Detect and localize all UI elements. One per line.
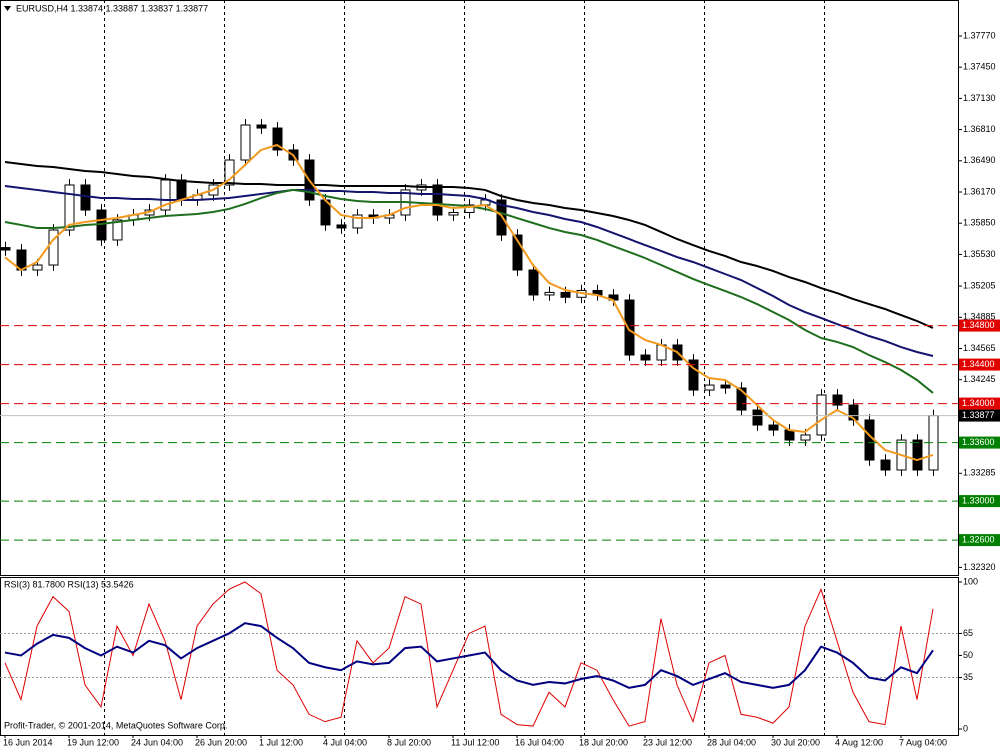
candle-body bbox=[560, 291, 571, 298]
level-label: 1.33600 bbox=[962, 437, 995, 447]
y-tick-label: 65 bbox=[963, 628, 973, 638]
candle-body bbox=[112, 219, 123, 241]
candle-body bbox=[432, 184, 443, 216]
level-label-box bbox=[959, 358, 1000, 371]
y-tick-label: 1.36810 bbox=[963, 124, 996, 134]
x-tick-label: 4 Aug 12:00 bbox=[835, 737, 883, 747]
candle-body bbox=[32, 264, 43, 271]
copyright: Profit-Trader, © 2001-2014, MetaQuotes S… bbox=[4, 720, 227, 730]
y-tick-label: 1.35850 bbox=[963, 218, 996, 228]
y-tick-label: 100 bbox=[963, 576, 978, 586]
x-tick-label: 23 Jul 12:00 bbox=[643, 737, 692, 747]
main-pane-border bbox=[0, 0, 959, 576]
candle-body bbox=[816, 394, 827, 436]
level-label-box bbox=[959, 534, 1000, 547]
level-label: 1.34800 bbox=[962, 320, 995, 330]
level-label-box bbox=[959, 319, 1000, 332]
x-tick-label: 30 Jul 20:00 bbox=[771, 737, 820, 747]
y-tick-label: 1.37770 bbox=[963, 30, 996, 40]
candle-body bbox=[736, 387, 747, 411]
y-tick-label: 35 bbox=[963, 672, 973, 682]
candle-body bbox=[224, 159, 235, 186]
rsi-pane-border bbox=[0, 577, 959, 736]
moving-average bbox=[4, 160, 934, 329]
rsi-line bbox=[4, 622, 934, 689]
x-tick-label: 19 Jun 12:00 bbox=[67, 737, 119, 747]
y-tick-label: 1.34885 bbox=[963, 312, 996, 322]
candle-body bbox=[176, 179, 187, 201]
y-tick-label: 1.33285 bbox=[963, 468, 996, 478]
level-label-box bbox=[959, 495, 1000, 508]
title-icon bbox=[4, 6, 11, 11]
y-tick-label: 1.35205 bbox=[963, 280, 996, 290]
x-tick-label: 24 Jun 04:00 bbox=[131, 737, 183, 747]
level-label-box bbox=[959, 436, 1000, 449]
candle-body bbox=[272, 127, 283, 151]
y-tick-label: 1.36490 bbox=[963, 155, 996, 165]
candle-body bbox=[688, 359, 699, 391]
candle-body bbox=[48, 229, 59, 266]
x-tick-label: 28 Jul 04:00 bbox=[707, 737, 756, 747]
candle-body bbox=[880, 459, 891, 471]
y-tick-label: 1.35530 bbox=[963, 249, 996, 259]
moving-average bbox=[4, 143, 934, 462]
y-tick-label: 0 bbox=[963, 723, 968, 733]
candle-body bbox=[800, 434, 811, 441]
candle-body bbox=[240, 124, 251, 161]
level-label: 1.32600 bbox=[962, 534, 995, 544]
x-tick-label: 16 Jun 2014 bbox=[3, 737, 53, 747]
x-tick-label: 8 Jul 20:00 bbox=[387, 737, 431, 747]
level-label: 1.34000 bbox=[962, 398, 995, 408]
candle-body bbox=[784, 429, 795, 441]
candle-body bbox=[704, 384, 715, 391]
candle-body bbox=[0, 247, 11, 251]
candle-body bbox=[720, 384, 731, 389]
candle-body bbox=[528, 269, 539, 296]
chart-title: EURUSD,H4 1.33874 1.33887 1.33837 1.3387… bbox=[16, 3, 208, 13]
y-tick-label: 1.32320 bbox=[963, 562, 996, 572]
candle-body bbox=[448, 211, 459, 216]
x-tick-label: 16 Jul 04:00 bbox=[515, 737, 564, 747]
candle-body bbox=[832, 394, 843, 406]
candle-body bbox=[256, 124, 267, 129]
candle-body bbox=[352, 214, 363, 229]
candle-body bbox=[864, 419, 875, 461]
y-tick-label: 1.34565 bbox=[963, 343, 996, 353]
x-tick-label: 1 Jul 12:00 bbox=[259, 737, 303, 747]
candle-body bbox=[752, 409, 763, 426]
y-tick-label: 1.36170 bbox=[963, 186, 996, 196]
candle-body bbox=[64, 184, 75, 231]
level-label: 1.34400 bbox=[962, 359, 995, 369]
candle-body bbox=[464, 204, 475, 213]
x-tick-label: 7 Aug 04:00 bbox=[899, 737, 947, 747]
last-price-label: 1.33877 bbox=[962, 410, 995, 420]
y-tick-label: 1.34245 bbox=[963, 374, 996, 384]
y-tick-label: 1.37450 bbox=[963, 62, 996, 72]
x-tick-label: 11 Jul 12:00 bbox=[451, 737, 499, 747]
rsi-title: RSI(3) 81.7800 RSI(13) 53.5426 bbox=[4, 579, 134, 589]
candle-body bbox=[336, 224, 347, 229]
candle-body bbox=[544, 291, 555, 296]
level-label: 1.33000 bbox=[962, 495, 995, 505]
candle-body bbox=[640, 354, 651, 361]
x-tick-label: 18 Jul 20:00 bbox=[579, 737, 628, 747]
candle-body bbox=[80, 184, 91, 211]
x-tick-label: 4 Jul 04:00 bbox=[323, 737, 367, 747]
y-tick-label: 1.37130 bbox=[963, 93, 996, 103]
candle-body bbox=[624, 299, 635, 356]
y-tick-label: 50 bbox=[963, 650, 973, 660]
candle-body bbox=[768, 424, 779, 431]
candle-body bbox=[912, 439, 923, 471]
last-price-box bbox=[959, 409, 1000, 422]
x-tick-label: 26 Jun 20:00 bbox=[195, 737, 247, 747]
level-label-box bbox=[959, 397, 1000, 410]
rsi-line bbox=[4, 581, 934, 727]
candle-body bbox=[512, 234, 523, 271]
moving-average bbox=[4, 184, 934, 357]
